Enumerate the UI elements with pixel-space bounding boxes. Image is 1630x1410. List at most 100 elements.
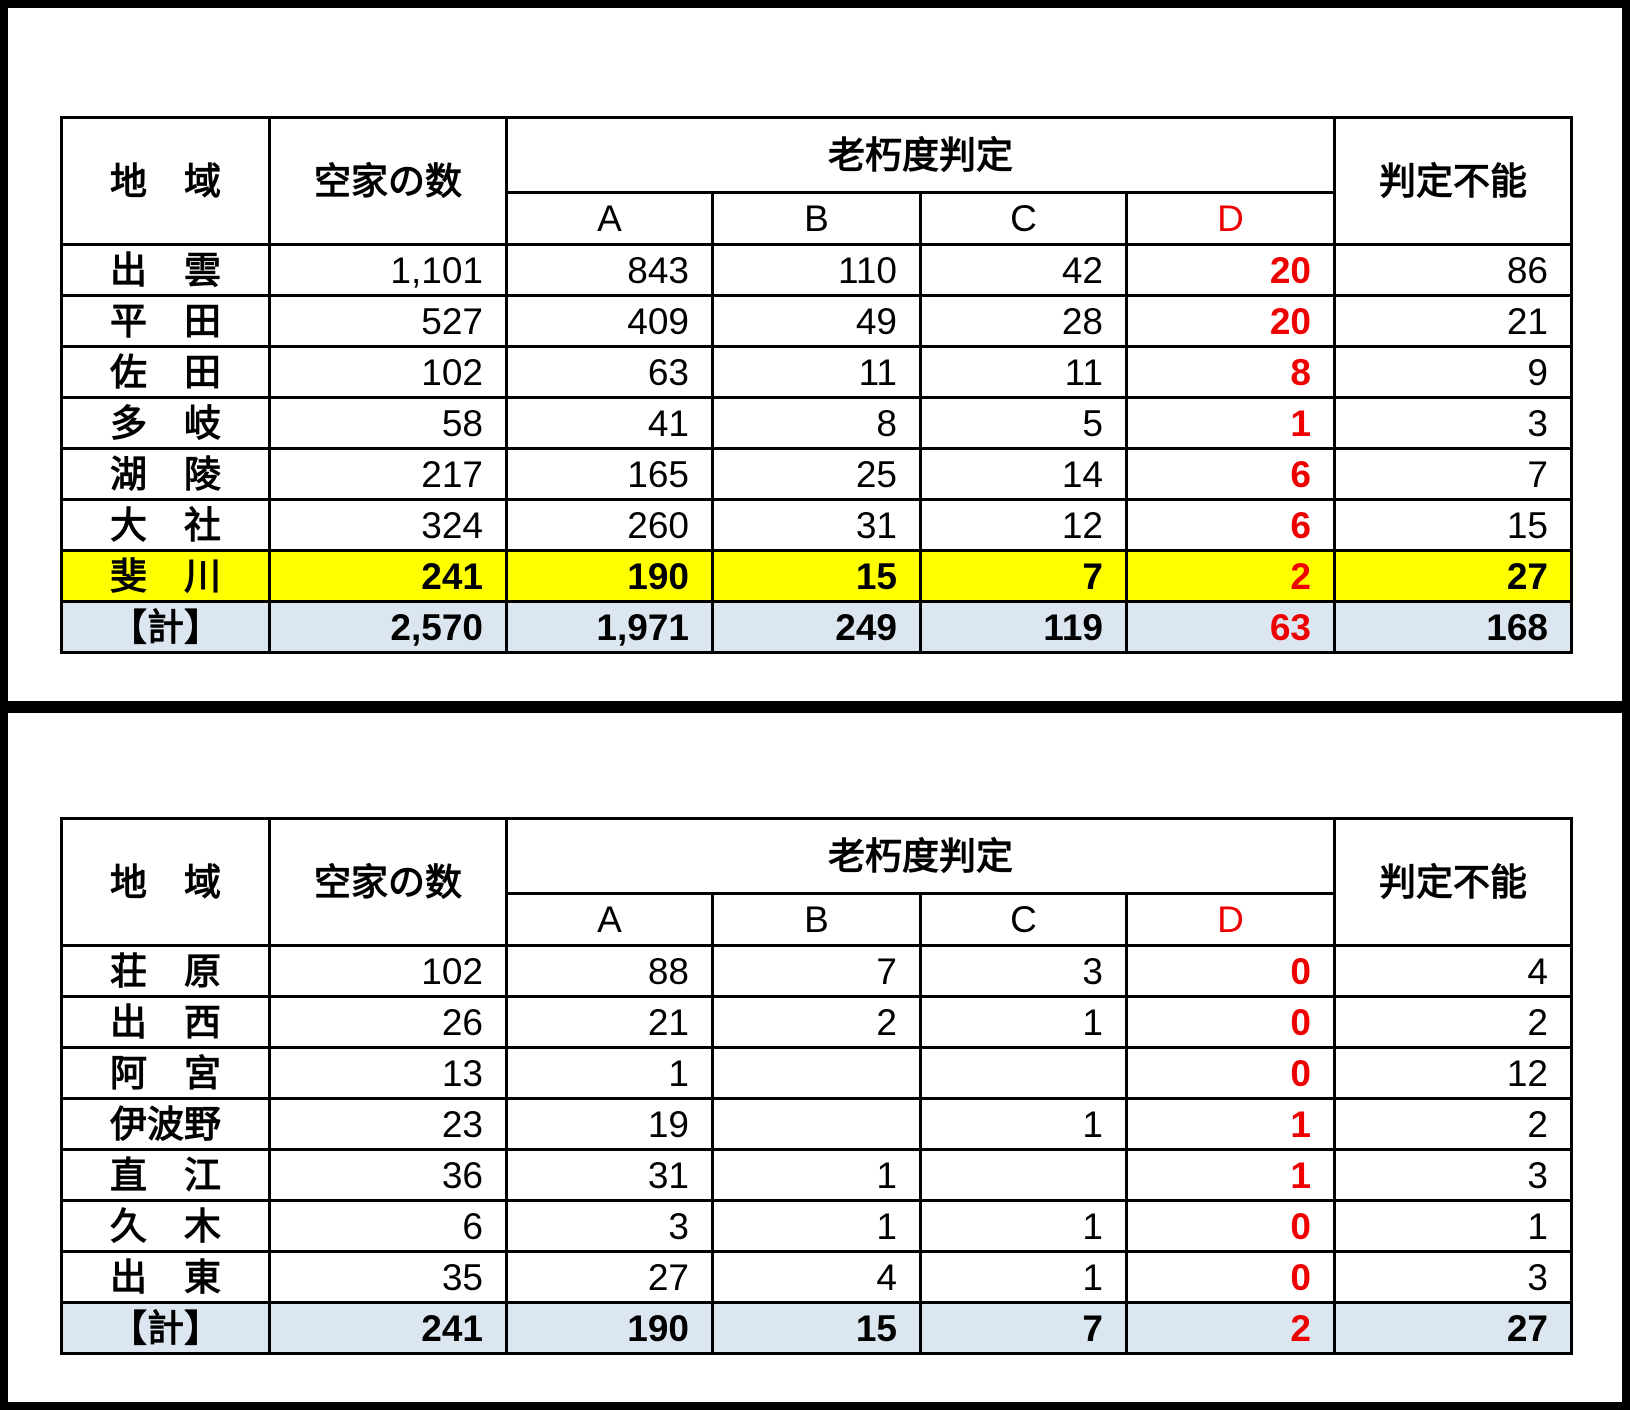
grade-header: C — [919, 191, 1128, 246]
data-table: 地 域空家の数 老朽度判定 判定不能 A B C D 出 雲 1,101 843 110 42 20 86… — [60, 116, 1573, 654]
value-cell: 15 — [711, 549, 922, 603]
data-row: 平 田 527 409 49 28 20 21 — [60, 294, 1573, 348]
region-cell: 直 江 — [60, 1148, 271, 1202]
value-cell: 102 — [268, 944, 508, 998]
data-row: 大 社 324 260 31 12 6 15 — [60, 498, 1573, 552]
data-row: 出 西 26 21 2 1 0 2 — [60, 995, 1573, 1049]
value-cell: 1 — [711, 1199, 922, 1253]
region-cell: 【計】 — [60, 600, 271, 654]
value-cell: 7 — [711, 944, 922, 998]
value-cell — [711, 1097, 922, 1151]
value-cell: 15 — [1333, 498, 1573, 552]
grade-header: A — [505, 892, 714, 947]
value-cell: 119 — [919, 600, 1128, 654]
region-cell: 大 社 — [60, 498, 271, 552]
value-cell: 14 — [919, 447, 1128, 501]
region-cell: 【計】 — [60, 1301, 271, 1355]
region-cell: 荘 原 — [60, 944, 271, 998]
data-table: 地 域空家の数 老朽度判定 判定不能 A B C D 荘 原 102 88 7 3 0 4 出 西 26 21 2… — [60, 817, 1573, 1355]
value-cell: 3 — [505, 1199, 714, 1253]
value-cell: 3 — [1333, 1250, 1573, 1304]
region-cell: 阿 宮 — [60, 1046, 271, 1100]
value-cell: 23 — [268, 1097, 508, 1151]
value-cell: 58 — [268, 396, 508, 450]
header-cell: 地 域 — [60, 817, 271, 947]
value-cell: 1,971 — [505, 600, 714, 654]
grade-header: D — [1125, 892, 1336, 947]
value-cell: 165 — [505, 447, 714, 501]
value-cell: 6 — [1125, 447, 1336, 501]
value-cell: 7 — [919, 549, 1128, 603]
region-cell: 平 田 — [60, 294, 271, 348]
value-cell: 21 — [1333, 294, 1573, 348]
value-cell: 110 — [711, 243, 922, 297]
value-cell: 26 — [268, 995, 508, 1049]
value-cell: 49 — [711, 294, 922, 348]
value-cell: 12 — [1333, 1046, 1573, 1100]
header-cell: 空家の数 — [268, 817, 508, 947]
value-cell: 843 — [505, 243, 714, 297]
value-cell: 0 — [1125, 1250, 1336, 1304]
header-row: 地 域空家の数 老朽度判定 判定不能 — [60, 817, 1573, 947]
grade-header: D — [1125, 191, 1336, 246]
value-cell: 7 — [1333, 447, 1573, 501]
region-cell: 出 雲 — [60, 243, 271, 297]
header-cell: 老朽度判定 — [505, 116, 1336, 194]
value-cell: 190 — [505, 549, 714, 603]
value-cell: 27 — [505, 1250, 714, 1304]
data-row: 阿 宮 13 1 0 12 — [60, 1046, 1573, 1100]
data-row: 直 江 36 31 1 1 3 — [60, 1148, 1573, 1202]
header-cell: 地 域 — [60, 116, 271, 246]
value-cell: 88 — [505, 944, 714, 998]
value-cell: 8 — [711, 396, 922, 450]
data-row: 荘 原 102 88 7 3 0 4 — [60, 944, 1573, 998]
region-cell: 斐 川 — [60, 549, 271, 603]
grade-header: C — [919, 892, 1128, 947]
value-cell: 3 — [1333, 1148, 1573, 1202]
value-cell: 15 — [711, 1301, 922, 1355]
value-cell: 31 — [505, 1148, 714, 1202]
value-cell: 8 — [1125, 345, 1336, 399]
total-row: 【計】 241 190 15 7 2 27 — [60, 1301, 1573, 1355]
value-cell: 1 — [1125, 396, 1336, 450]
data-row: 多 岐 58 41 8 5 1 3 — [60, 396, 1573, 450]
value-cell: 11 — [919, 345, 1128, 399]
value-cell: 11 — [711, 345, 922, 399]
region-cell: 湖 陵 — [60, 447, 271, 501]
grade-header: B — [711, 191, 922, 246]
grade-header: A — [505, 191, 714, 246]
value-cell: 1 — [1333, 1199, 1573, 1253]
value-cell: 3 — [1333, 396, 1573, 450]
region-cell: 出 西 — [60, 995, 271, 1049]
value-cell: 36 — [268, 1148, 508, 1202]
value-cell — [919, 1046, 1128, 1100]
value-cell: 2 — [1333, 995, 1573, 1049]
value-cell: 2 — [1125, 1301, 1336, 1355]
value-cell: 1 — [505, 1046, 714, 1100]
value-cell: 42 — [919, 243, 1128, 297]
value-cell: 260 — [505, 498, 714, 552]
region-cell: 久 木 — [60, 1199, 271, 1253]
value-cell: 241 — [268, 549, 508, 603]
value-cell — [919, 1148, 1128, 1202]
value-cell: 86 — [1333, 243, 1573, 297]
value-cell: 0 — [1125, 944, 1336, 998]
value-cell: 1 — [711, 1148, 922, 1202]
region-cell: 多 岐 — [60, 396, 271, 450]
value-cell: 217 — [268, 447, 508, 501]
data-row: 出 東 35 27 4 1 0 3 — [60, 1250, 1573, 1304]
value-cell: 25 — [711, 447, 922, 501]
value-cell: 1 — [919, 1199, 1128, 1253]
region-cell: 伊波野 — [60, 1097, 271, 1151]
value-cell: 1 — [1125, 1148, 1336, 1202]
value-cell: 28 — [919, 294, 1128, 348]
value-cell: 0 — [1125, 1199, 1336, 1253]
value-cell: 20 — [1125, 294, 1336, 348]
value-cell: 0 — [1125, 995, 1336, 1049]
region-cell: 佐 田 — [60, 345, 271, 399]
grade-header: B — [711, 892, 922, 947]
data-row: 伊波野 23 19 1 1 2 — [60, 1097, 1573, 1151]
header-row: 地 域空家の数 老朽度判定 判定不能 — [60, 116, 1573, 246]
